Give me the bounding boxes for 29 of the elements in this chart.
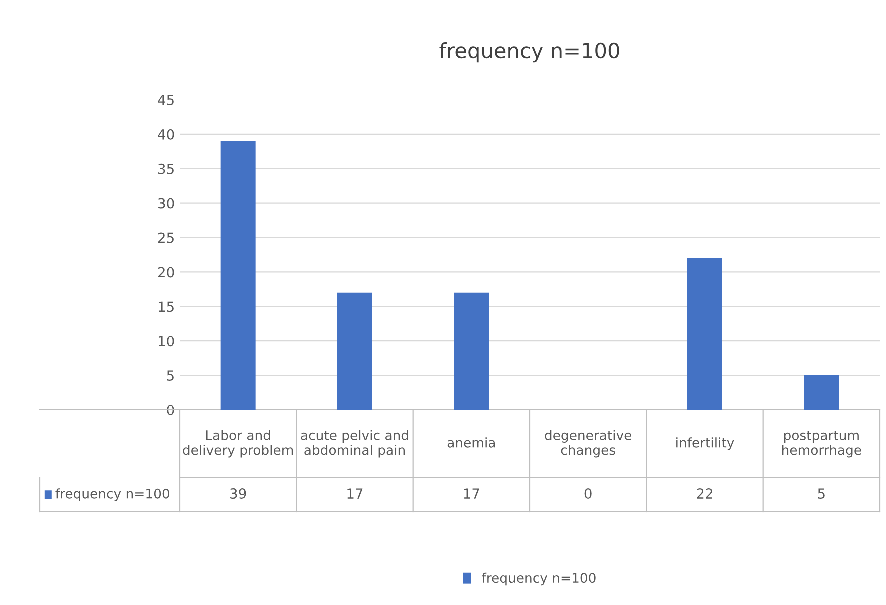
data-label: 39: [230, 488, 246, 500]
x-tick-label: anemia: [448, 438, 496, 448]
y-tick-label: 10: [158, 336, 174, 347]
bar: [454, 292, 490, 410]
bar: [688, 258, 722, 410]
text: frequency n=100: [482, 572, 596, 586]
x-tick-label: degenerative changes: [545, 430, 632, 458]
x-tick-label: postpartum hemorrhage: [782, 430, 862, 458]
data-label: 17: [348, 488, 363, 499]
y-tick-label: 35: [158, 164, 174, 174]
data-label: 5: [818, 488, 825, 500]
bar: [804, 376, 840, 410]
x-tick-label: Labor and delivery problem: [183, 430, 294, 458]
y-tick-label: 45: [158, 95, 174, 106]
y-tick-label: 30: [158, 198, 174, 209]
y-tick-label: 25: [158, 232, 174, 244]
x-tick-label: infertility: [676, 438, 734, 450]
data-label: 0: [584, 488, 592, 500]
chart-title: frequency n=100: [440, 42, 620, 63]
y-tick-label: 20: [158, 267, 174, 278]
y-tick-label: 40: [158, 129, 174, 140]
bar: [220, 141, 256, 410]
y-tick-label: 15: [158, 302, 174, 312]
data-label: 22: [697, 488, 712, 499]
data-label: 17: [464, 488, 480, 499]
bar: [338, 292, 372, 410]
x-tick-label: acute pelvic and abdominal pain: [301, 430, 408, 458]
y-tick-label: 5: [167, 370, 174, 382]
legend-label: frequency n=100: [56, 488, 170, 502]
